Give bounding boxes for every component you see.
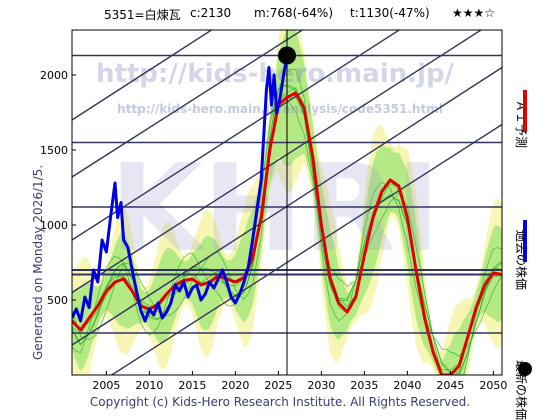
legend-swatch-1: [523, 220, 527, 262]
x-tick-label: 2040: [393, 379, 421, 392]
legend-swatch-2: [518, 362, 532, 376]
watermark-url-sub: http://kids-hero.main.jp/analysis/code53…: [117, 102, 443, 116]
legend-label-1: 過去の株価: [514, 230, 528, 291]
copyright-footer: Copyright (c) Kids-Hero Research Institu…: [89, 395, 471, 409]
x-tick-label: 2005: [92, 379, 120, 392]
x-tick-label: 2035: [350, 379, 378, 392]
axes: 2005 2010 2015 2020 2025 2030 2035 2040 2045 2050…: [40, 69, 507, 392]
legend-swatch-0: [523, 90, 527, 132]
x-tick-label: 2025: [264, 379, 292, 392]
rating-stars: ★★★☆: [452, 6, 496, 20]
watermark: KHRI http://kids-hero.main.jp/ http://ki…: [96, 59, 455, 279]
target-value: t:1130(-47%): [350, 6, 430, 20]
ai-forecast-line: [72, 91, 502, 375]
x-tick-label: 2020: [221, 379, 249, 392]
trend-line-5: [72, 30, 213, 121]
y-tick-label: 1000: [40, 219, 68, 232]
latest-price-dot: [278, 46, 296, 65]
y-tick-label: 500: [47, 294, 68, 307]
close-price: c:2130: [190, 6, 232, 20]
chart-header: 5351=白煉瓦 c:2130 m:768(-64%) t:1130(-47%)…: [0, 6, 560, 26]
y-tick-label: 2000: [40, 69, 68, 82]
ticker-label: 5351=白煉瓦: [104, 8, 181, 22]
x-tick-label: 2030: [307, 379, 335, 392]
watermark-logo: KHRI: [110, 140, 440, 279]
latest-marker: [278, 46, 296, 65]
series-layer: [72, 55, 502, 375]
x-tick-label: 2045: [436, 379, 464, 392]
legend-label-0: ＡＩ予測: [514, 100, 528, 149]
plot-frame: [71, 29, 503, 376]
y-tick-label: 1500: [40, 144, 68, 157]
median-value: m:768(-64%): [254, 6, 334, 20]
legend: ＡＩ予測 過去の株価 最新の株価: [510, 30, 560, 420]
x-tick-label: 2050: [479, 379, 507, 392]
x-tick-label: 2010: [135, 379, 163, 392]
x-tick-label: 2015: [178, 379, 206, 392]
past-price-line: [72, 55, 289, 323]
